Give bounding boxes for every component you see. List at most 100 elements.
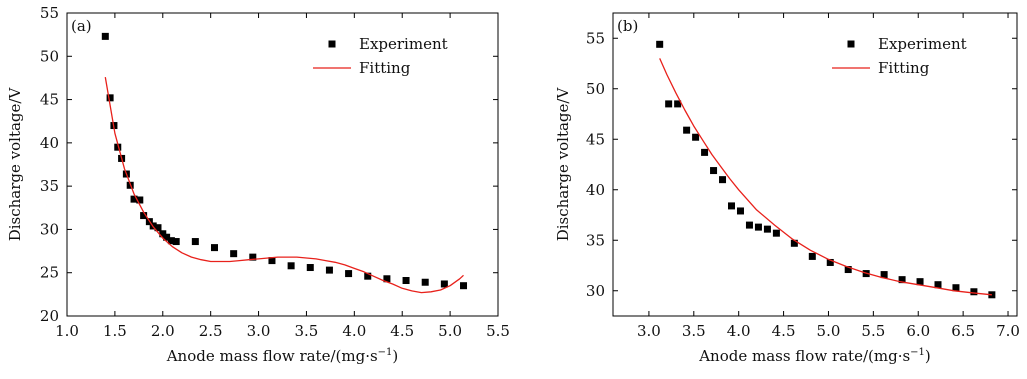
x-tick-label: 1.5	[103, 322, 127, 340]
experiment-point	[710, 167, 718, 175]
experiment-point	[249, 253, 257, 261]
experiment-point	[674, 100, 682, 108]
experiment-point	[763, 225, 771, 233]
x-tick-label: 3.0	[637, 322, 661, 340]
experiment-point	[745, 221, 753, 229]
experiment-point	[719, 176, 727, 184]
x-tick-label: 4.5	[772, 322, 796, 340]
x-axis-label-close: )	[925, 347, 931, 365]
y-tick-label: 40	[586, 181, 605, 199]
y-tick-label: 30	[586, 282, 605, 300]
experiment-point	[101, 32, 109, 40]
experiment-point	[230, 250, 238, 258]
y-tick-label: 35	[40, 177, 59, 195]
plot-frame	[66, 12, 499, 317]
experiment-point	[460, 282, 468, 290]
panel-label: (a)	[71, 17, 92, 35]
legend-label: Fitting	[359, 59, 411, 77]
experiment-point	[402, 277, 410, 285]
x-tick-label: 6.0	[906, 322, 930, 340]
experiment-point	[325, 266, 333, 274]
experiment-point	[656, 40, 664, 48]
legend-label: Fitting	[878, 59, 930, 77]
experiment-point	[383, 275, 391, 283]
x-tick-label: 4.5	[390, 322, 414, 340]
plot-frame	[612, 12, 1018, 317]
y-tick-label: 50	[40, 47, 59, 65]
experiment-point	[306, 264, 314, 272]
x-axis-label-main: Anode mass flow rate/(mg·s	[166, 347, 378, 365]
experiment-point	[952, 284, 960, 292]
x-tick-label: 1.0	[55, 322, 79, 340]
x-axis-label-main: Anode mass flow rate/(mg·s	[698, 347, 910, 365]
experiment-point	[210, 244, 218, 252]
experiment-point	[754, 223, 762, 231]
x-axis-label-superscript: −1	[910, 347, 925, 358]
experiment-point	[106, 94, 114, 102]
experiment-point	[665, 100, 673, 108]
experiment-point	[772, 229, 780, 237]
experiment-point	[345, 270, 353, 278]
chart-panel-b: 3.0 3.5 4.0 4.5 5.0 5.5 6.0 6.5 7.0 30 35 40 45 50 55 (…	[554, 12, 1020, 365]
experiment-point	[268, 257, 276, 265]
y-axis-label: Discharge voltage/V	[6, 87, 24, 242]
x-tick-label: 3.5	[682, 322, 706, 340]
x-tick-label: 2.0	[151, 322, 175, 340]
experiment-point	[172, 238, 180, 246]
fitting-curve	[104, 76, 464, 294]
x-axis-label-superscript: −1	[378, 347, 393, 358]
experiment-point	[728, 202, 736, 210]
chart-panel-a: 1.0 1.5 2.0 2.5 3.0 3.5 4.0 4.5 5.0 5.5 20 25 30 35 40…	[6, 4, 510, 365]
y-tick-label: 55	[586, 29, 605, 47]
legend-swatch-marker	[847, 40, 855, 48]
y-tick-label: 25	[40, 264, 59, 282]
y-tick-label: 35	[586, 231, 605, 249]
y-tick-label: 45	[40, 91, 59, 109]
experiment-point	[701, 148, 709, 156]
y-tick-label: 45	[586, 130, 605, 148]
experiment-point	[970, 288, 978, 296]
x-tick-label: 4.0	[342, 322, 366, 340]
y-tick-label: 30	[40, 220, 59, 238]
experiment-point	[114, 143, 122, 151]
x-tick-label: 3.0	[247, 322, 271, 340]
x-tick-label: 5.5	[486, 322, 510, 340]
experiment-point	[826, 258, 834, 266]
experiment-point	[683, 126, 691, 134]
x-tick-label: 5.0	[438, 322, 462, 340]
experiment-point	[790, 239, 798, 247]
y-tick-label: 40	[40, 134, 59, 152]
experiment-point	[898, 276, 906, 284]
experiment-point	[154, 224, 162, 232]
x-tick-label: 5.0	[817, 322, 841, 340]
experiment-point	[880, 271, 888, 279]
x-tick-label: 3.5	[295, 322, 319, 340]
experiment-point	[440, 280, 448, 288]
panel-label: (b)	[617, 17, 638, 35]
x-tick-label: 5.5	[861, 322, 885, 340]
y-tick-label: 20	[40, 307, 59, 325]
experiment-point	[140, 212, 148, 220]
x-axis-label: Anode mass flow rate/(mg·s−1)	[698, 347, 931, 365]
x-tick-label: 2.5	[199, 322, 223, 340]
experiment-point	[130, 195, 138, 203]
experiment-point	[421, 278, 429, 286]
experiment-point	[287, 262, 295, 270]
x-tick-label: 7.0	[996, 322, 1020, 340]
experiment-point	[136, 196, 144, 204]
fitting-curve	[659, 58, 992, 296]
legend-label: Experiment	[359, 35, 448, 53]
y-tick-label: 55	[40, 4, 59, 22]
experiment-point	[364, 272, 372, 280]
experiment-point	[844, 266, 852, 274]
experiment-point	[916, 278, 924, 286]
experiment-point	[692, 133, 700, 141]
experiment-point	[934, 281, 942, 289]
y-axis-label: Discharge voltage/V	[554, 87, 572, 242]
y-tick-label: 50	[586, 80, 605, 98]
x-tick-label: 6.5	[951, 322, 975, 340]
x-axis-label: Anode mass flow rate/(mg·s−1)	[166, 347, 399, 365]
experiment-point	[191, 238, 199, 246]
